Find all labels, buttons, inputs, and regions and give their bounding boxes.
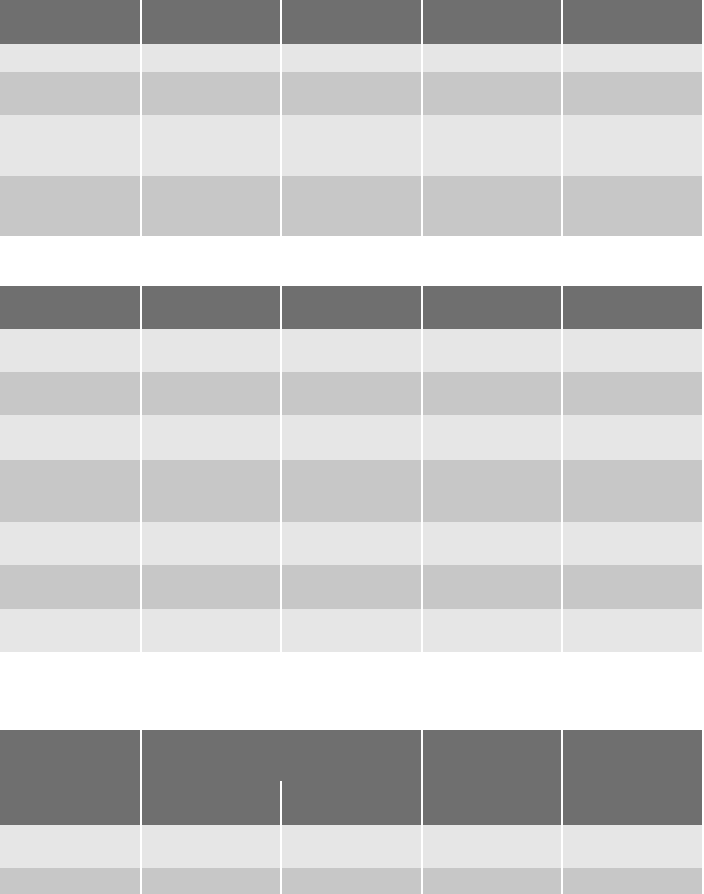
table-cell <box>423 329 561 372</box>
table-cell <box>0 329 140 372</box>
table-cell <box>282 522 421 565</box>
table-cell <box>142 329 280 372</box>
table-cell <box>563 415 702 460</box>
table-cell <box>423 565 561 609</box>
table-cell <box>142 565 280 609</box>
table-cell <box>0 115 140 176</box>
table-3 <box>0 730 704 894</box>
table-cell <box>0 415 140 460</box>
table-cell <box>142 115 280 176</box>
table-cell <box>142 460 280 522</box>
table-cell <box>282 176 421 236</box>
table-cell <box>563 115 702 176</box>
header-cell <box>0 0 140 44</box>
table-cell <box>142 868 280 894</box>
header-cell <box>0 286 140 329</box>
header-cell <box>0 730 140 825</box>
table-cell <box>423 72 561 115</box>
header-cell <box>423 730 561 825</box>
table-cell <box>423 44 561 72</box>
header-cell <box>282 286 421 329</box>
table-cell <box>282 44 421 72</box>
table-cell <box>423 460 561 522</box>
table-1 <box>0 0 704 236</box>
table-cell <box>563 44 702 72</box>
table-cell <box>0 44 140 72</box>
table-cell <box>142 522 280 565</box>
table-cell <box>282 825 421 868</box>
table-cell <box>563 372 702 415</box>
table-cell <box>423 522 561 565</box>
header-cell <box>423 0 561 44</box>
table-cell <box>423 176 561 236</box>
header-cell <box>142 0 280 44</box>
header-cell <box>563 0 702 44</box>
table-cell <box>563 176 702 236</box>
table-cell <box>0 72 140 115</box>
table-cell <box>0 372 140 415</box>
table-cell <box>142 44 280 72</box>
table-cell <box>423 115 561 176</box>
table-2 <box>0 286 704 652</box>
table-cell <box>282 565 421 609</box>
table-cell <box>142 72 280 115</box>
table-cell <box>282 609 421 652</box>
table-cell <box>0 825 140 868</box>
table-cell <box>282 372 421 415</box>
table-cell <box>0 868 140 894</box>
table-cell <box>0 176 140 236</box>
group-header-cell <box>142 730 421 781</box>
table-cell <box>0 609 140 652</box>
table-cell <box>563 522 702 565</box>
table-cell <box>142 176 280 236</box>
table-cell <box>563 825 702 868</box>
header-cell <box>282 0 421 44</box>
table-cell <box>563 72 702 115</box>
table-cell <box>423 372 561 415</box>
table-cell <box>563 565 702 609</box>
table-cell <box>282 329 421 372</box>
table-cell <box>282 72 421 115</box>
table-cell <box>142 372 280 415</box>
header-cell <box>563 286 702 329</box>
table-cell <box>563 329 702 372</box>
sub-header-cell <box>142 781 280 825</box>
header-cell <box>563 730 702 825</box>
table-cell <box>142 415 280 460</box>
table-cell <box>282 460 421 522</box>
table-cell <box>423 609 561 652</box>
table-cell <box>282 415 421 460</box>
table-cell <box>282 868 421 894</box>
table-cell <box>563 868 702 894</box>
table-cell <box>0 522 140 565</box>
table-cell <box>423 868 561 894</box>
table-cell <box>423 825 561 868</box>
table-cell <box>563 460 702 522</box>
table-cell <box>0 565 140 609</box>
table-cell <box>423 415 561 460</box>
table-cell <box>282 115 421 176</box>
table-cell <box>0 460 140 522</box>
header-cell <box>142 286 280 329</box>
table-cell <box>563 609 702 652</box>
header-cell <box>423 286 561 329</box>
table-cell <box>142 609 280 652</box>
table-cell <box>142 825 280 868</box>
sub-header-cell <box>282 781 421 825</box>
